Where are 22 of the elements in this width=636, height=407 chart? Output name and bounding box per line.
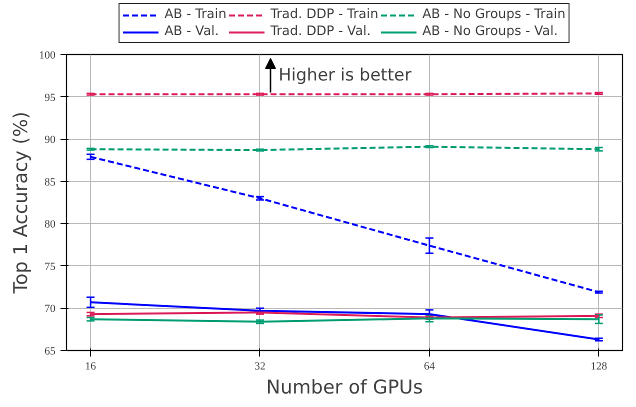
- y-tick-label: 85: [44, 176, 56, 188]
- legend-label: Trad. DDP - Train: [270, 7, 378, 22]
- y-tick-label: 75: [44, 260, 56, 273]
- y-tick-label: 80: [44, 218, 56, 231]
- x-tick-label: 16: [85, 360, 97, 372]
- legend-label: AB - Train: [164, 7, 227, 22]
- legend-label: AB - Val.: [164, 24, 219, 39]
- y-tick-label: 70: [44, 303, 56, 316]
- legend-label: Trad. DDP - Val.: [270, 24, 371, 39]
- x-tick-label: 32: [254, 360, 266, 372]
- x-tick-label: 128: [590, 360, 608, 372]
- y-tick-label: 100: [39, 50, 56, 62]
- y-tick-label: 65: [44, 346, 56, 358]
- legend-label: AB - No Groups - Val.: [422, 24, 558, 39]
- y-axis-title: Top 1 Accuracy (%): [10, 112, 32, 294]
- x-tick-label: 64: [424, 360, 436, 372]
- line-series: [90, 156, 600, 294]
- x-axis-title: Number of GPUs: [266, 376, 423, 398]
- y-tick-label: 95: [44, 92, 56, 104]
- y-tick-label: 90: [44, 134, 56, 146]
- legend-label: AB - No Groups - Train: [422, 7, 566, 22]
- annotation: Higher is better: [278, 66, 412, 86]
